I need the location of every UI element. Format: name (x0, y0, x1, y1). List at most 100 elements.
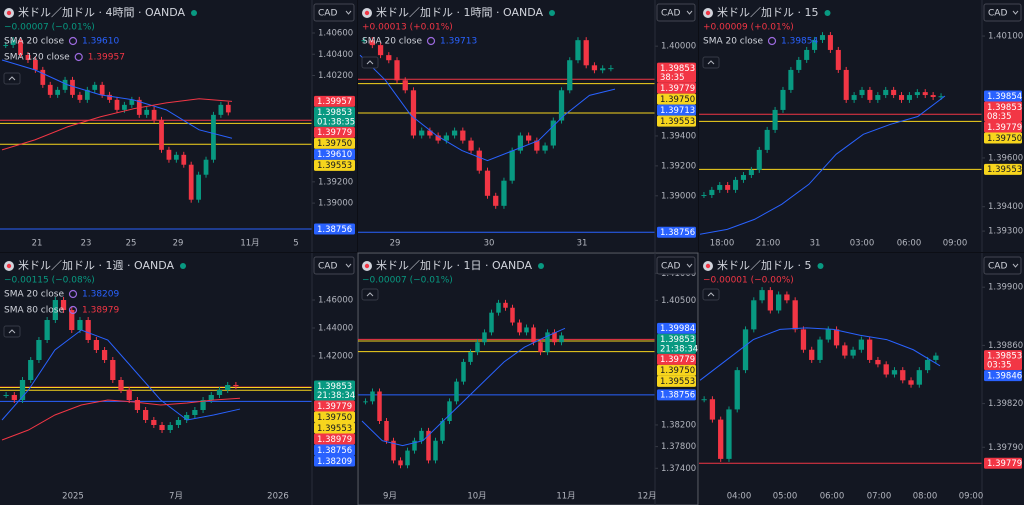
candle (534, 140, 540, 151)
price-label (314, 433, 355, 445)
moving-average-line (699, 95, 946, 235)
candle (173, 154, 179, 160)
candle (922, 92, 928, 96)
indicator-value: 1.38209 (82, 290, 119, 300)
candle (900, 370, 906, 381)
candle (451, 130, 458, 136)
chart-title: 米ドル／加ドル · 1時間 · OANDA (376, 6, 543, 19)
candle (503, 302, 508, 308)
x-tick-label: 21 (32, 239, 43, 249)
legend-toggle[interactable] (3, 325, 21, 338)
panel-background (0, 253, 357, 505)
price-label (657, 364, 696, 376)
legend-toggle[interactable] (702, 56, 720, 69)
candle (792, 300, 798, 330)
price-label (984, 350, 1022, 371)
candle (192, 409, 198, 415)
candle (725, 185, 731, 190)
y-tick-label: 1.39300 (988, 227, 1023, 237)
candle (542, 145, 548, 151)
price-label-text: 1.39854 (987, 92, 1022, 102)
currency-label: CAD (988, 9, 1007, 19)
currency-label: CAD (661, 262, 680, 272)
candle (188, 164, 194, 200)
price-change: −0.00001 (−0.00%) (703, 276, 794, 286)
candle (583, 40, 589, 66)
price-change: −0.00115 (−0.08%) (4, 276, 95, 286)
x-tick-label: 21:00 (756, 239, 781, 249)
candle (759, 290, 765, 301)
x-tick-label: 2026 (267, 492, 289, 502)
currency-dropdown[interactable] (313, 3, 355, 22)
moving-average-line (699, 327, 941, 381)
candle (509, 150, 515, 181)
candle (496, 302, 501, 313)
candle (377, 45, 384, 56)
candle (701, 399, 707, 401)
currency-dropdown[interactable] (656, 256, 696, 275)
y-tick-label: 1.37400 (661, 464, 696, 474)
candle (531, 327, 536, 343)
candle (142, 409, 149, 420)
candle (3, 395, 9, 397)
chart-title: 米ドル／加ドル · 4時間 · OANDA (18, 6, 185, 19)
candle (18, 40, 23, 55)
currency-dropdown[interactable] (983, 3, 1022, 22)
x-tick-label: 08:00 (913, 492, 938, 502)
plot-area (358, 37, 655, 233)
legend-toggle[interactable] (361, 288, 379, 301)
candle (812, 39, 818, 50)
y-tick-label: 1.42000 (318, 351, 353, 361)
price-label (657, 82, 696, 94)
symbol-flag-red (705, 263, 711, 269)
moving-average-line (1, 329, 241, 421)
candle (218, 104, 224, 115)
countdown-text: 38:35 (660, 73, 685, 83)
price-label (314, 455, 355, 467)
candle (867, 89, 873, 100)
price-label (657, 93, 696, 105)
x-tick-label: 30 (484, 239, 495, 249)
candle (405, 450, 410, 466)
candle (825, 329, 831, 340)
candle (167, 425, 173, 431)
candle (233, 384, 239, 387)
y-tick-label: 1.39900 (988, 283, 1023, 293)
price-label-text: 1.39750 (660, 366, 695, 376)
legend-toggle[interactable] (361, 56, 379, 69)
price-label-text: 1.39779 (317, 128, 352, 138)
x-tick-label: 09:00 (943, 239, 968, 249)
chart-panel: 1.410001.405001.382001.378001.374009月10月… (357, 252, 699, 505)
dropdown-chevron (345, 10, 352, 15)
x-tick-label: 2025 (62, 492, 84, 502)
indicator-settings-icon (68, 305, 78, 315)
symbol-flag-red (364, 263, 370, 269)
price-label-text: 1.39846 (987, 371, 1022, 381)
legend-toggle[interactable] (702, 288, 720, 301)
candle (122, 104, 127, 110)
candle (908, 380, 914, 385)
candle (843, 69, 849, 100)
market-status-dot (549, 10, 555, 16)
currency-dropdown[interactable] (313, 256, 355, 275)
currency-dropdown[interactable] (656, 3, 696, 22)
indicator-settings-icon (68, 36, 78, 46)
candle (69, 309, 75, 331)
chart-title: 米ドル／加ドル · 15 (717, 6, 819, 19)
candle (833, 329, 840, 346)
candle (33, 59, 38, 70)
candle (36, 339, 42, 361)
candle (559, 335, 564, 343)
candle (851, 95, 857, 100)
candle (468, 352, 473, 362)
y-tick-label: 1.40000 (661, 42, 696, 52)
currency-dropdown[interactable] (983, 256, 1022, 275)
candle (118, 379, 124, 391)
y-tick-label: 1.39600 (988, 153, 1023, 163)
candle (809, 349, 815, 360)
plot-area (0, 37, 312, 230)
x-tick-label: 03:00 (850, 239, 875, 249)
candle (772, 109, 778, 130)
legend-toggle[interactable] (3, 72, 21, 85)
candle (883, 89, 889, 96)
